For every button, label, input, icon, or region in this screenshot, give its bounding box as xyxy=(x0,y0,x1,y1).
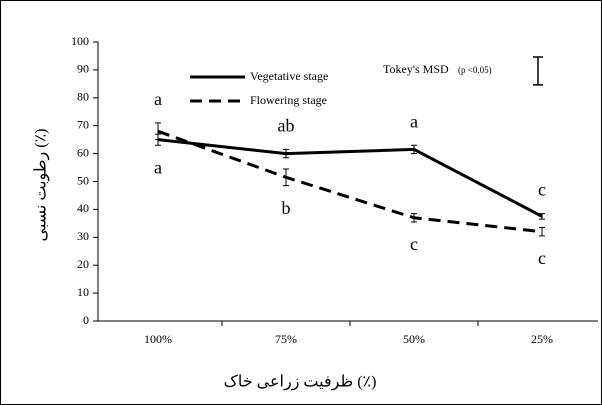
y-tick-label: 10 xyxy=(77,285,89,299)
significance-letter: a xyxy=(154,89,162,109)
error-bar xyxy=(539,227,545,237)
x-tick-label: 50% xyxy=(403,332,425,346)
legend-label: Flowering stage xyxy=(250,93,327,107)
error-bar xyxy=(283,168,289,187)
y-tick-label: 40 xyxy=(77,201,89,215)
significance-letter: c xyxy=(538,248,546,268)
y-tick-label: 80 xyxy=(77,90,89,104)
y-tick-label: 50 xyxy=(77,173,89,187)
y-tick-label: 60 xyxy=(77,145,89,159)
error-bar xyxy=(283,148,289,159)
significance-letter: c xyxy=(538,180,546,200)
legend-label: Vegetative stage xyxy=(250,69,328,83)
series-line xyxy=(157,138,543,218)
significance-letter: a xyxy=(410,111,418,131)
msd-label: Tokey's MSD xyxy=(383,62,449,76)
x-tick-label: 100% xyxy=(144,332,172,346)
y-axis-label: رطوبت نسبی (٪) xyxy=(33,128,50,241)
y-tick-label: 100 xyxy=(71,34,89,48)
error-bar xyxy=(411,144,417,155)
y-tick-label: 70 xyxy=(77,117,89,131)
significance-letter: a xyxy=(154,157,162,177)
significance-letter: b xyxy=(282,198,291,218)
x-tick-label: 75% xyxy=(275,332,297,346)
significance-letter: c xyxy=(410,234,418,254)
error-bar xyxy=(155,122,161,141)
msd-bar xyxy=(533,56,543,86)
y-tick-label: 30 xyxy=(77,229,89,243)
msd-note: (p <0.05) xyxy=(458,65,492,75)
y-tick-label: 90 xyxy=(77,62,89,76)
error-bar xyxy=(539,213,545,220)
x-axis-label: ظرفیت زراعی خاک (٪) xyxy=(224,374,377,391)
significance-letter: ab xyxy=(278,116,295,136)
error-bar xyxy=(411,213,417,223)
y-tick-label: 20 xyxy=(77,257,89,271)
series-line xyxy=(157,129,543,234)
y-tick-label: 0 xyxy=(83,313,89,327)
x-tick-label: 25% xyxy=(531,332,553,346)
